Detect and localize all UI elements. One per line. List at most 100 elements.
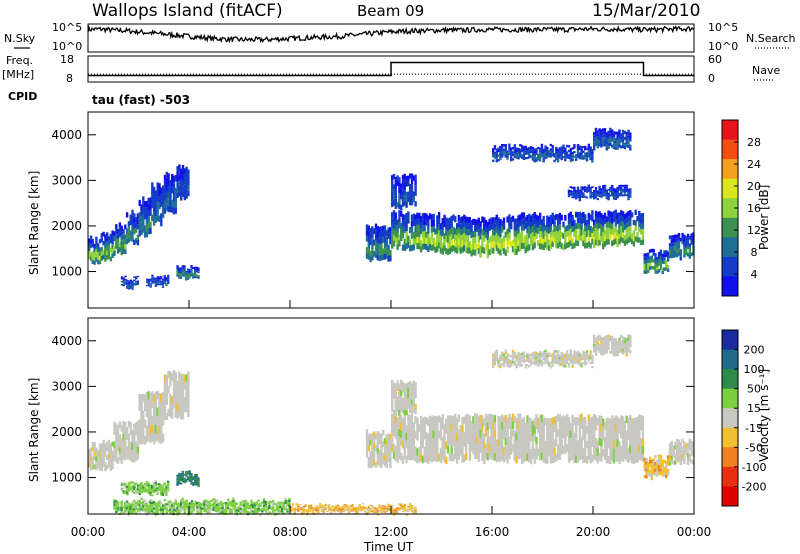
- heatmap-cell: [421, 231, 425, 238]
- heatmap-cell: [156, 415, 159, 425]
- heatmap-cell: [594, 140, 598, 143]
- heatmap-cell: [244, 500, 248, 503]
- heatmap-cell: [607, 194, 610, 197]
- heatmap-cell: [193, 483, 197, 486]
- heatmap-cell: [163, 207, 167, 214]
- heatmap-cell: [145, 392, 149, 401]
- heatmap-cell: [596, 240, 599, 247]
- heatmap-cell: [385, 230, 388, 236]
- heatmap-cell: [542, 362, 545, 365]
- heatmap-cell: [555, 242, 558, 249]
- heatmap-cell: [127, 433, 131, 441]
- heatmap-cell: [450, 423, 453, 431]
- heatmap-cell: [416, 417, 419, 426]
- heatmap-cell: [676, 446, 679, 451]
- heatmap-cell: [138, 502, 141, 505]
- heatmap-cell: [553, 215, 556, 221]
- heatmap-cell: [556, 361, 560, 364]
- heatmap-cell: [136, 433, 140, 441]
- heatmap-cell: [432, 219, 435, 226]
- heatmap-cell: [519, 144, 522, 147]
- heatmap-cell: [556, 359, 560, 362]
- heatmap-cell: [115, 239, 118, 244]
- heatmap-cell: [618, 418, 621, 427]
- heatmap-cell: [338, 509, 342, 511]
- heatmap-cell: [602, 449, 605, 457]
- heatmap-cell: [582, 357, 585, 360]
- heatmap-cell: [522, 146, 526, 149]
- heatmap-cell: [571, 414, 574, 423]
- heatmap-cell: [391, 509, 394, 511]
- heatmap-cell: [391, 436, 394, 444]
- heatmap-cell: [472, 231, 475, 238]
- heatmap-cell: [470, 244, 473, 251]
- heatmap-cell: [432, 453, 435, 461]
- heatmap-cell: [499, 354, 502, 357]
- heatmap-cell: [156, 214, 159, 222]
- heatmap-cell: [683, 249, 686, 254]
- heatmap-cell: [143, 490, 147, 493]
- heatmap-cell: [396, 237, 399, 244]
- heatmap-cell: [519, 238, 522, 245]
- heatmap-cell: [153, 281, 156, 284]
- heatmap-cell: [407, 403, 410, 409]
- heatmap-cell: [313, 509, 316, 512]
- heatmap-cell: [603, 444, 607, 453]
- heatmap-cell: [690, 459, 693, 464]
- heatmap-cell: [515, 417, 518, 426]
- heatmap-cell: [398, 193, 401, 199]
- heatmap-cell: [540, 444, 544, 453]
- heatmap-cell: [683, 441, 686, 445]
- heatmap-cell: [540, 231, 544, 238]
- heatmap-cell: [616, 137, 619, 141]
- heatmap-cell: [616, 192, 619, 195]
- heatmap-cell: [690, 448, 693, 453]
- heatmap-cell: [131, 487, 134, 489]
- heatmap-cell: [143, 506, 147, 509]
- heatmap-cell: [291, 504, 295, 506]
- heatmap-cell: [378, 510, 381, 512]
- heatmap-cell: [140, 508, 143, 511]
- heatmap-cell: [111, 441, 114, 447]
- heatmap-cell: [600, 340, 603, 344]
- heatmap-cell: [591, 366, 594, 369]
- heatmap-cell: [178, 482, 181, 485]
- heatmap-cell: [555, 431, 558, 439]
- heatmap-cell: [591, 238, 594, 245]
- heatmap-cell: [149, 284, 152, 287]
- heatmap-cell: [627, 340, 630, 344]
- heatmap-cell: [612, 140, 616, 144]
- heatmap-cell: [423, 237, 426, 244]
- heatmap-cell: [163, 279, 166, 281]
- heatmap-cell: [111, 244, 114, 249]
- heatmap-cell: [582, 196, 585, 198]
- heatmap-cell: [187, 401, 190, 410]
- heatmap-cell: [214, 499, 217, 502]
- heatmap-cell: [104, 452, 107, 458]
- heatmap-cell: [630, 455, 634, 464]
- heatmap-cell: [353, 509, 356, 511]
- heatmap-cell: [598, 349, 601, 353]
- heatmap-cell: [555, 453, 558, 462]
- heatmap-cell: [410, 511, 414, 513]
- heatmap-cell: [501, 244, 504, 251]
- heatmap-cell: [623, 428, 627, 437]
- heatmap-cell: [365, 247, 369, 253]
- heatmap-cell: [621, 439, 625, 447]
- heatmap-cell: [495, 220, 498, 227]
- heatmap-cell: [625, 438, 628, 446]
- heatmap-cell: [499, 219, 502, 226]
- heatmap-cell: [609, 190, 612, 193]
- heatmap-cell: [88, 242, 91, 247]
- heatmap-cell: [178, 180, 181, 186]
- heatmap-cell: [578, 354, 581, 357]
- heatmap-cell: [575, 197, 578, 200]
- heatmap-cell: [692, 236, 695, 240]
- heatmap-cell: [587, 152, 590, 156]
- heatmap-cell: [243, 510, 246, 513]
- heatmap-cell: [665, 464, 668, 468]
- heatmap-cell: [565, 231, 569, 237]
- heatmap-cell: [573, 361, 576, 365]
- heatmap-cell: [544, 147, 547, 150]
- heatmap-cell: [382, 254, 385, 260]
